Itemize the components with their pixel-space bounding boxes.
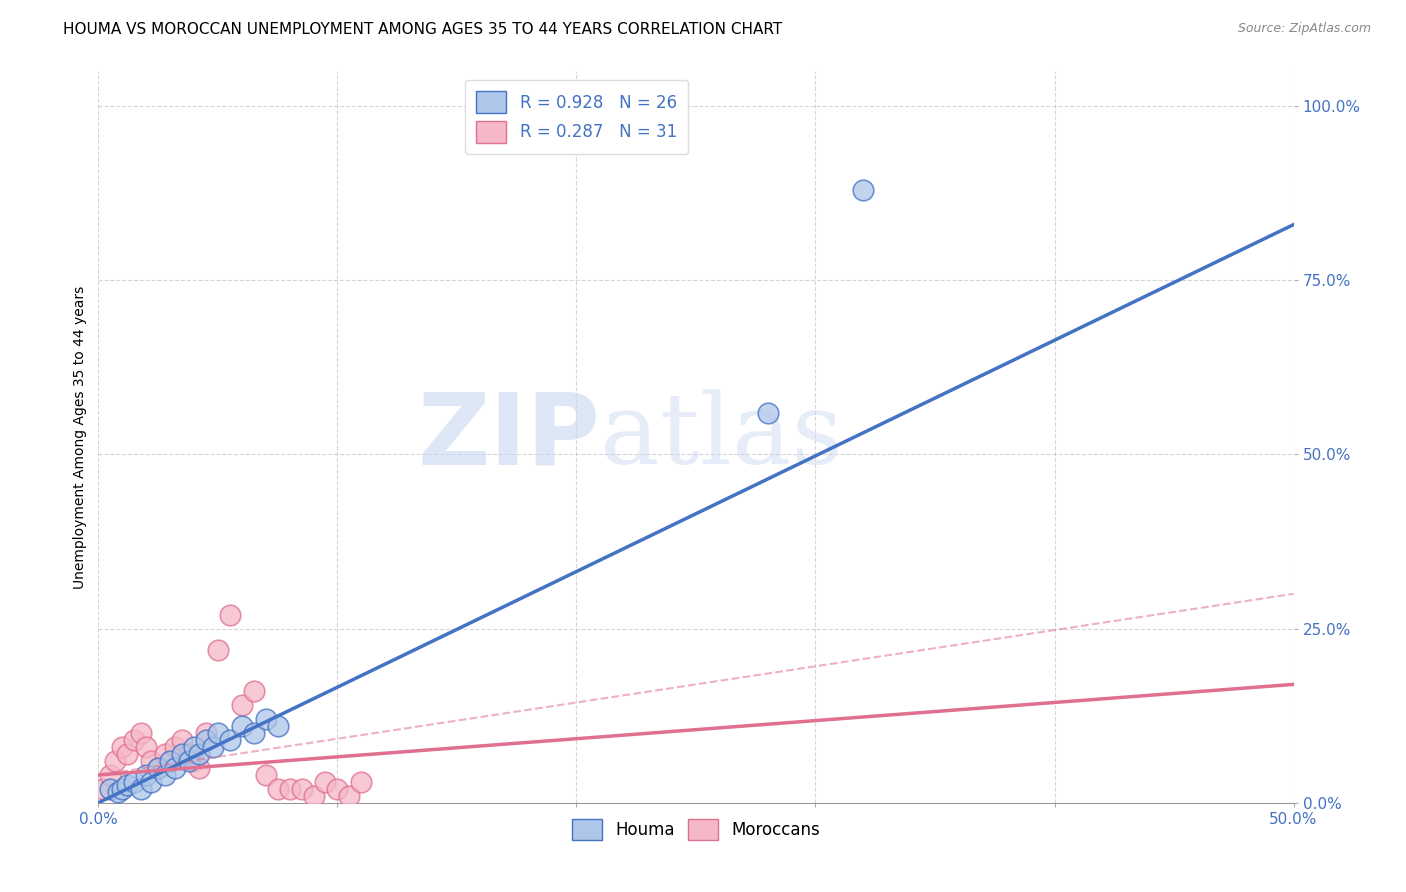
Point: [267, 781, 290, 796]
Point: [187, 747, 209, 761]
Point: [135, 740, 157, 755]
Point: [124, 775, 146, 789]
Text: HOUMA VS MOROCCAN UNEMPLOYMENT AMONG AGES 35 TO 44 YEARS CORRELATION CHART: HOUMA VS MOROCCAN UNEMPLOYMENT AMONG AGE…: [63, 22, 783, 37]
Point: [163, 761, 186, 775]
Point: [179, 754, 201, 768]
Point: [139, 775, 162, 789]
Legend: Houma, Moroccans: Houma, Moroccans: [565, 813, 827, 847]
Point: [115, 778, 138, 792]
Point: [159, 754, 181, 768]
Text: atlas: atlas: [600, 389, 844, 485]
Point: [155, 768, 177, 782]
Point: [231, 698, 253, 713]
Point: [202, 740, 225, 755]
Text: Source: ZipAtlas.com: Source: ZipAtlas.com: [1237, 22, 1371, 36]
Point: [243, 726, 266, 740]
Point: [195, 726, 218, 740]
Point: [302, 789, 325, 803]
Point: [219, 733, 242, 747]
Point: [98, 768, 122, 782]
Point: [111, 740, 134, 755]
Point: [124, 733, 146, 747]
Point: [131, 726, 153, 740]
Point: [291, 781, 314, 796]
Point: [187, 761, 209, 775]
Point: [339, 789, 361, 803]
Point: [139, 754, 162, 768]
Text: ZIP: ZIP: [418, 389, 600, 485]
Point: [104, 754, 127, 768]
Point: [195, 733, 218, 747]
Point: [159, 754, 181, 768]
Point: [155, 747, 177, 761]
Point: [107, 785, 129, 799]
Point: [207, 642, 229, 657]
Point: [243, 684, 266, 698]
Point: [172, 747, 194, 761]
Point: [179, 747, 201, 761]
Point: [148, 761, 170, 775]
Point: [756, 406, 779, 420]
Y-axis label: Unemployment Among Ages 35 to 44 years: Unemployment Among Ages 35 to 44 years: [73, 285, 87, 589]
Point: [111, 781, 134, 796]
Point: [98, 781, 122, 796]
Point: [91, 781, 114, 796]
Point: [326, 781, 349, 796]
Point: [267, 719, 290, 733]
Point: [183, 754, 205, 768]
Point: [231, 719, 253, 733]
Point: [350, 775, 373, 789]
Point: [219, 607, 242, 622]
Point: [135, 768, 157, 782]
Point: [115, 747, 138, 761]
Point: [254, 768, 277, 782]
Point: [131, 781, 153, 796]
Point: [183, 740, 205, 755]
Point: [278, 781, 301, 796]
Point: [852, 183, 875, 197]
Point: [254, 712, 277, 726]
Point: [148, 761, 170, 775]
Point: [315, 775, 337, 789]
Point: [172, 733, 194, 747]
Point: [207, 726, 229, 740]
Point: [163, 740, 186, 755]
